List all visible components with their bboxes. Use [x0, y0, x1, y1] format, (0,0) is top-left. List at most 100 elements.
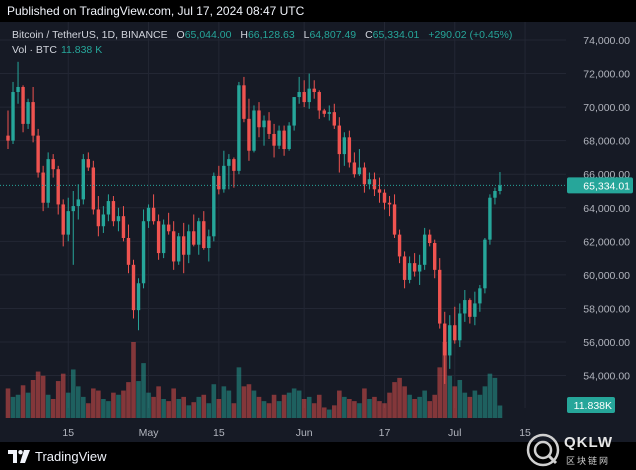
candlestick-chart[interactable]: 74,000.0072,000.0070,000.0068,000.0066,0… — [0, 22, 636, 442]
candle-body — [26, 102, 30, 124]
candle-body — [156, 221, 161, 254]
volume-badge-label: 11.838K — [574, 400, 612, 412]
candle-body — [433, 243, 437, 270]
chart-legend: Bitcoin / TetherUS, 1D, BINANCE O65,044.… — [12, 28, 518, 58]
volume-bar — [447, 375, 453, 418]
volume-bar — [231, 403, 237, 418]
candle-body — [427, 234, 432, 244]
candle-body — [422, 234, 427, 265]
volume-bar — [196, 396, 202, 418]
volume-bar — [261, 401, 267, 418]
candle-body — [232, 159, 236, 171]
volume-bar — [337, 390, 342, 418]
tradingview-logo[interactable]: TradingView — [8, 448, 107, 464]
volume-bar — [60, 373, 66, 418]
candle-body — [297, 92, 301, 98]
candle-body — [81, 159, 85, 200]
volume-bar — [251, 390, 257, 418]
open-value: 65,044.00 — [184, 29, 232, 41]
candle-body — [493, 191, 497, 198]
volume-bar — [452, 386, 458, 418]
qklw-logo-icon — [526, 433, 560, 467]
volume-bar — [417, 396, 422, 418]
high-value: 66,128.63 — [247, 29, 295, 41]
candle-body — [412, 263, 417, 272]
chart-panel[interactable]: 74,000.00 72,000.00 70,000.00 68,000.00 66,0… — [0, 22, 636, 442]
candle-body — [56, 169, 60, 205]
volume-bar — [352, 401, 357, 418]
price-tick-label: 72,000.00 — [583, 69, 630, 81]
close-value: 65,334.01 — [372, 29, 420, 41]
volume-bar — [347, 399, 352, 418]
volume-row: Vol · BTC 11.838 K — [12, 43, 518, 58]
candle-body — [171, 231, 176, 262]
volume-bar — [226, 390, 232, 418]
candle-body — [392, 204, 397, 235]
candle-body — [247, 118, 251, 151]
volume-bar — [10, 396, 16, 418]
candle-body — [41, 172, 45, 203]
candle-body — [473, 303, 477, 317]
volume-label[interactable]: Vol · BTC — [12, 44, 57, 56]
candle-body — [222, 165, 226, 190]
time-axis: 15 May 15 Jun 17 Jul 15 — [62, 427, 531, 439]
volume-bar — [437, 367, 443, 418]
price-badges: 65,334.01 11.838K — [0, 177, 633, 413]
volume-bar — [402, 386, 407, 418]
candle-body — [342, 137, 347, 155]
candle-body — [161, 224, 166, 254]
tradingview-brand: TradingView — [35, 448, 107, 464]
volume-bar — [101, 399, 106, 418]
volume-bar — [332, 405, 337, 418]
candles — [6, 61, 502, 384]
time-tick-label: 15 — [62, 427, 74, 439]
volume-bar — [492, 377, 498, 418]
volume-bar — [432, 394, 437, 418]
candle-body — [237, 85, 241, 171]
candle-body — [146, 207, 151, 222]
candle-body — [267, 120, 271, 134]
volume-bar — [146, 392, 151, 418]
volume-bar — [116, 394, 121, 418]
volume-bar — [55, 381, 61, 418]
ohlc-row: Bitcoin / TetherUS, 1D, BINANCE O65,044.… — [12, 28, 518, 43]
time-tick-label: Jul — [448, 427, 461, 439]
qklw-watermark: QKLW 区块链网 — [526, 432, 632, 468]
volume-bar — [487, 373, 493, 418]
candle-body — [6, 135, 10, 141]
candle-body — [362, 167, 367, 185]
candle-body — [31, 102, 35, 136]
candle-body — [166, 224, 171, 232]
candle-body — [227, 159, 231, 166]
candle-body — [176, 236, 181, 262]
candle-body — [91, 167, 96, 210]
volume-bar — [131, 342, 136, 418]
volume-bar — [256, 396, 262, 418]
volume-bar — [397, 377, 402, 418]
candle-body — [151, 207, 156, 222]
volume-bar — [191, 402, 197, 418]
volume-bar — [161, 399, 166, 418]
volume-bar — [427, 401, 432, 418]
last-price-badge — [567, 177, 633, 194]
volume-bar — [462, 392, 468, 418]
volume-bars — [5, 342, 503, 418]
volume-bar — [362, 388, 367, 418]
candle-body — [101, 214, 106, 227]
volume-bar — [281, 394, 287, 418]
candle-body — [76, 199, 80, 207]
volume-bar — [342, 396, 347, 418]
candle-body — [478, 288, 482, 304]
price-tick-label: 54,000.00 — [583, 371, 630, 383]
candle-body — [498, 185, 502, 191]
candle-body — [277, 130, 281, 146]
price-tick-label: 68,000.00 — [583, 136, 630, 148]
candle-body — [448, 325, 452, 356]
candle-body — [242, 85, 246, 119]
candle-body — [468, 300, 472, 317]
volume-bar — [111, 392, 116, 418]
volume-bar — [20, 385, 26, 418]
candle-body — [46, 159, 50, 203]
symbol-title[interactable]: Bitcoin / TetherUS, 1D, BINANCE — [12, 29, 168, 41]
candle-body — [332, 112, 336, 126]
